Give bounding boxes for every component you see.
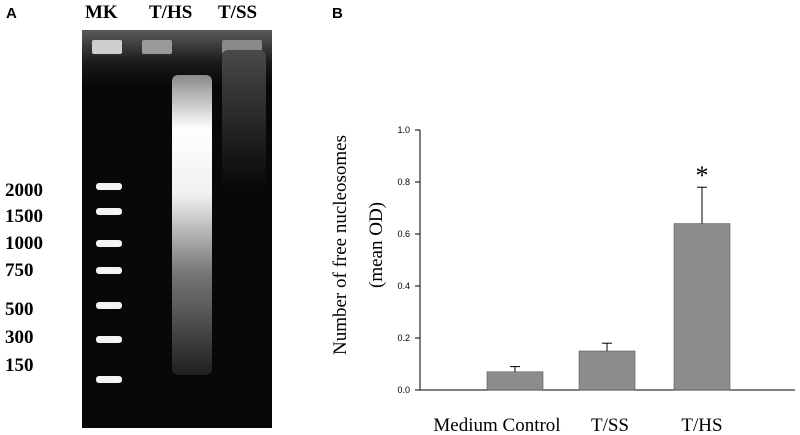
- y-tick-label: 0.6: [397, 229, 410, 239]
- gel-well: [142, 40, 172, 54]
- marker-size-label: 500: [5, 299, 34, 320]
- bar: [673, 223, 731, 391]
- tss-lane-smear: [222, 50, 266, 190]
- lane-header-mk: MK: [85, 2, 118, 23]
- marker-size-label: 1000: [5, 233, 43, 254]
- ladder-band: [96, 267, 122, 274]
- lane-header-ths: T/HS: [149, 2, 193, 23]
- bar: [578, 350, 636, 391]
- ths-lane-smear: [172, 75, 212, 375]
- ladder-band: [96, 302, 122, 309]
- ladder-band: [96, 376, 122, 383]
- ladder-band: [96, 208, 122, 215]
- lane-header-tss: T/SS: [218, 2, 258, 23]
- bar: [486, 371, 544, 391]
- bar-chart: 0.0 0.2 0.4 0.6 0.8 1.0 Medium Control T/SS T/HS…: [397, 125, 795, 435]
- marker-size-label: 300: [5, 327, 34, 348]
- y-tick-label: 0.8: [397, 177, 410, 187]
- gel-image: [82, 30, 272, 428]
- category-label: Medium Control: [433, 415, 560, 435]
- y-tick-label: 0.4: [397, 281, 410, 291]
- ladder-band: [96, 240, 122, 247]
- y-tick-label: 0.2: [397, 333, 410, 343]
- marker-size-label: 1500: [5, 206, 43, 227]
- y-tick-label: 1.0: [397, 125, 410, 135]
- panel-b-label: B: [332, 5, 343, 22]
- ladder-band: [96, 183, 122, 190]
- y-axis-label-line2: (mean OD): [366, 202, 387, 288]
- marker-size-label: 150: [5, 355, 34, 376]
- marker-size-label: 750: [5, 260, 34, 281]
- marker-size-label: 2000: [5, 180, 43, 201]
- y-axis-label: Number of free nucleosomes (mean OD): [330, 135, 387, 355]
- significance-asterisk: *: [696, 161, 709, 190]
- category-label: T/HS: [681, 415, 722, 435]
- panel-a-label: A: [6, 5, 17, 22]
- ladder-band: [96, 336, 122, 343]
- y-tick-label: 0.0: [397, 385, 410, 395]
- category-label: T/SS: [591, 415, 629, 435]
- gel-well: [92, 40, 122, 54]
- y-axis-label-line1: Number of free nucleosomes: [330, 135, 351, 355]
